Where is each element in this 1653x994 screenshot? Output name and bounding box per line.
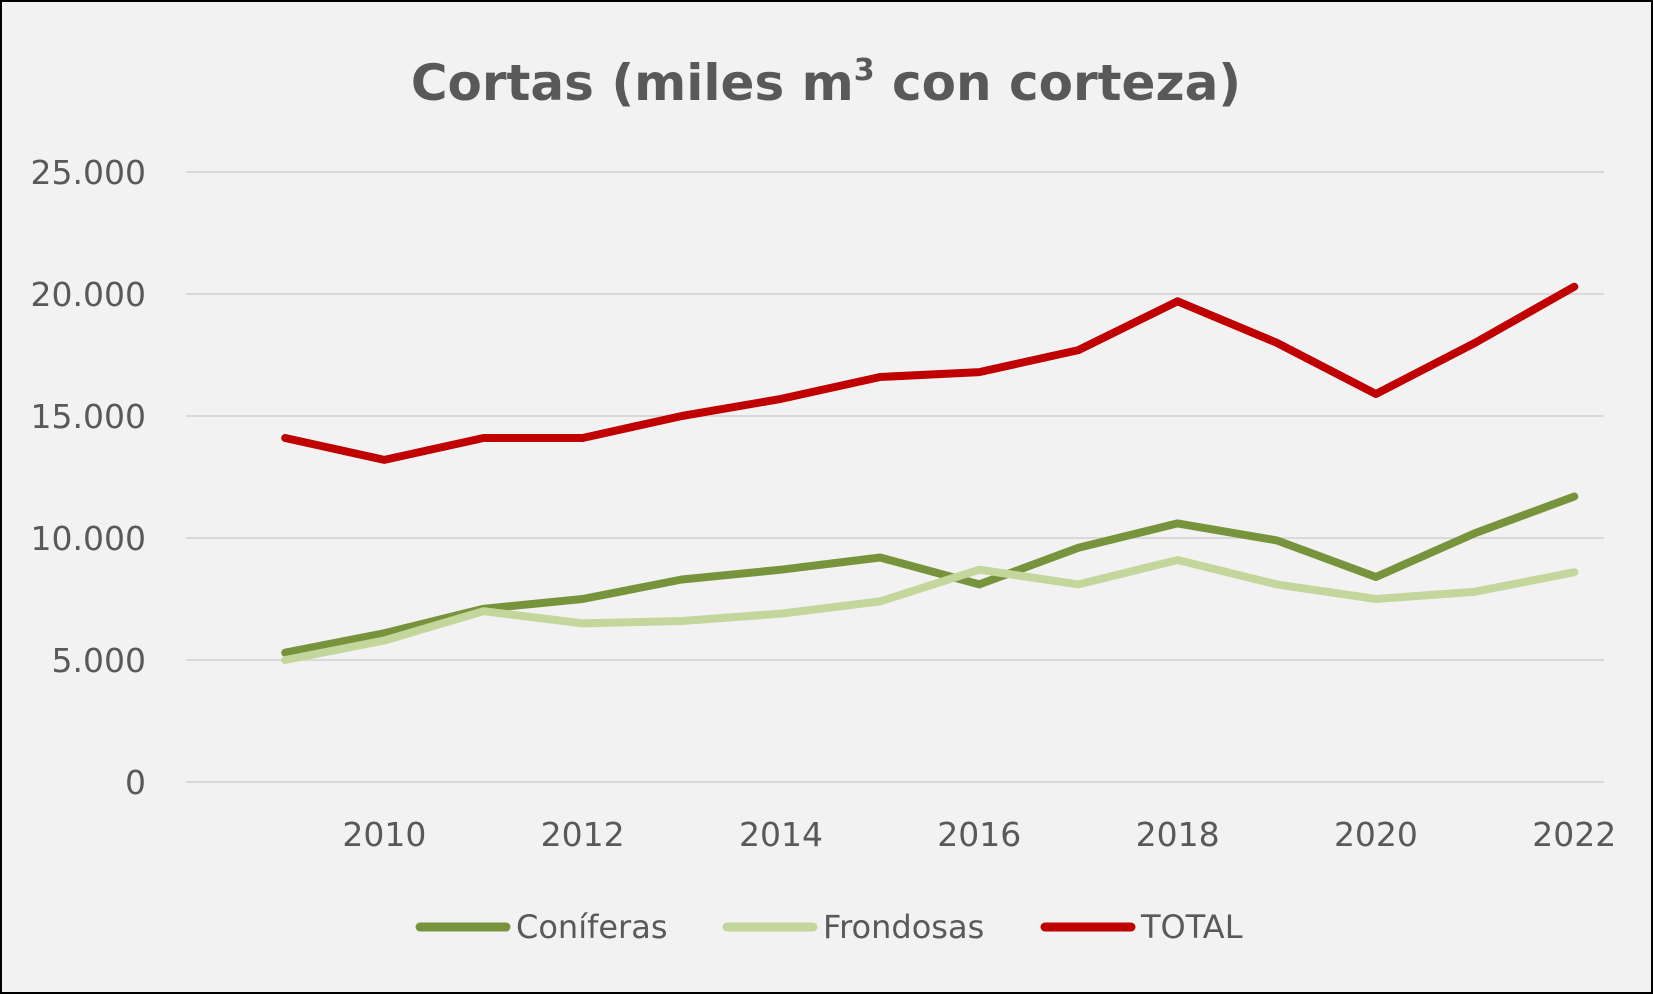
legend-label-1: Frondosas [823,908,984,946]
series-lines [281,282,1579,664]
y-tick-label: 15.000 [31,397,146,436]
chart-title-suffix: con corteza) [875,54,1242,112]
y-tick-label: 20.000 [31,275,146,314]
legend: Coníferas Frondosas TOTAL [415,908,1243,946]
y-tick-label: 10.000 [31,519,146,558]
chart-title-superscript: 3 [854,53,875,88]
x-tick-label: 2018 [1136,815,1220,854]
y-tick-label: 5.000 [52,641,146,680]
series-line-1 [281,556,1579,664]
x-tick-label: 2022 [1532,815,1616,854]
chart-title: Cortas (miles m3 con corteza) [411,53,1241,112]
legend-label-0: Coníferas [516,908,667,946]
legend-label-2: TOTAL [1140,908,1243,946]
x-tick-label: 2020 [1334,815,1418,854]
x-tick-label: 2012 [541,815,625,854]
x-tick-label: 2010 [342,815,426,854]
series-line-2 [281,282,1579,464]
x-tick-label: 2014 [739,815,823,854]
x-tick-label: 2016 [937,815,1021,854]
y-tick-label: 0 [125,763,146,802]
y-axis-ticks: 0 5.000 10.000 15.000 20.000 25.000 [31,153,146,802]
chart-title-main: Cortas (miles m [411,54,854,112]
y-tick-label: 25.000 [31,153,146,192]
series-line-0 [281,492,1579,657]
x-axis-ticks: 2010 2012 2014 2016 2018 2020 2022 [342,815,1616,854]
gridlines [186,171,1604,783]
